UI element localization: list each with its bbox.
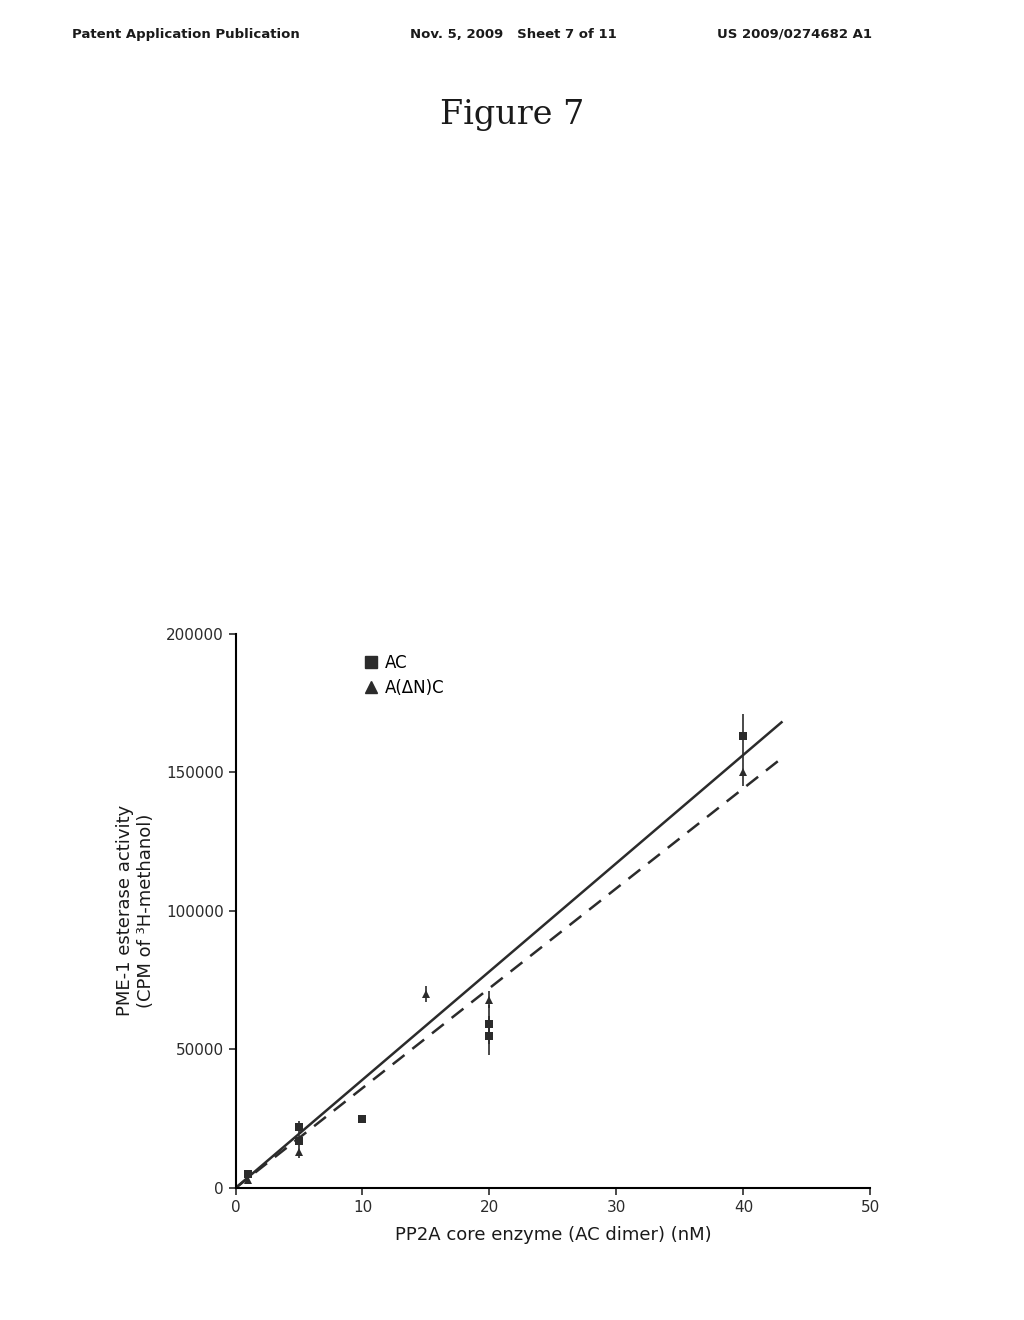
Text: Nov. 5, 2009   Sheet 7 of 11: Nov. 5, 2009 Sheet 7 of 11	[410, 28, 616, 41]
Text: Patent Application Publication: Patent Application Publication	[72, 28, 299, 41]
X-axis label: PP2A core enzyme (AC dimer) (nM): PP2A core enzyme (AC dimer) (nM)	[394, 1226, 712, 1243]
Y-axis label: PME-1 esterase activity
(CPM of ³H-methanol): PME-1 esterase activity (CPM of ³H-metha…	[116, 805, 155, 1016]
Text: Figure 7: Figure 7	[440, 99, 584, 131]
Legend: AC, A(ΔN)C: AC, A(ΔN)C	[358, 648, 452, 704]
Text: US 2009/0274682 A1: US 2009/0274682 A1	[717, 28, 871, 41]
